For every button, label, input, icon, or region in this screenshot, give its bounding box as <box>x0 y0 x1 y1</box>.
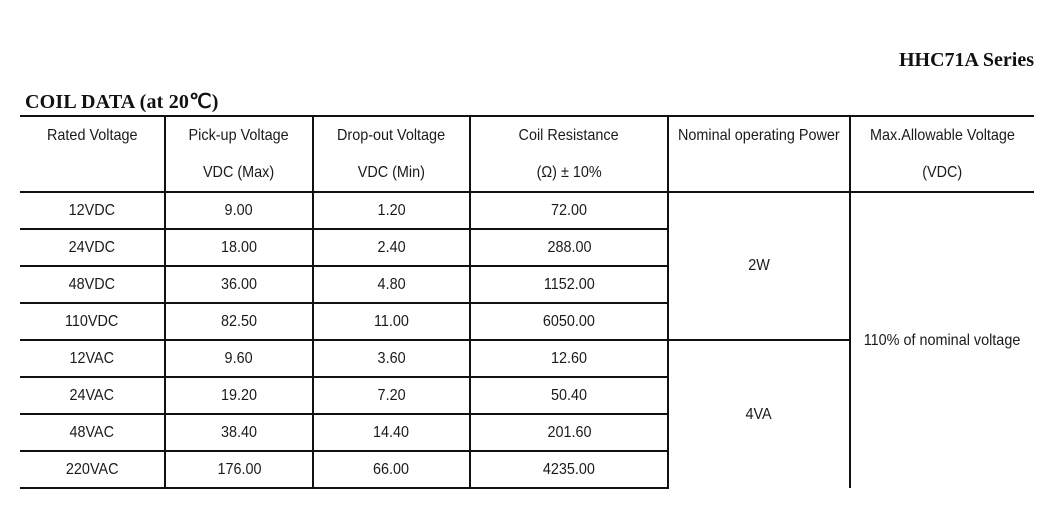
coil-resistance-cell: 50.40 <box>469 376 668 414</box>
pickup-voltage-cell: 176.00 <box>164 450 313 489</box>
pickup-voltage-cell: 9.00 <box>164 191 313 229</box>
coil-resistance-cell: 4235.00 <box>469 450 668 489</box>
table-row: 24VDC 18.00 2.40 288.00 <box>20 228 1034 266</box>
table-row: 220VAC 176.00 66.00 4235.00 <box>20 450 1034 489</box>
dropout-voltage-cell: 4.80 <box>312 265 470 303</box>
table-row: 48VDC 36.00 4.80 1152.00 <box>20 265 1034 303</box>
dropout-voltage-cell: 1.20 <box>312 191 470 229</box>
rated-voltage-cell: 48VDC <box>20 265 165 303</box>
header-dropout-voltage: Drop-out Voltage VDC (Min) <box>312 115 470 192</box>
pickup-voltage-cell: 9.60 <box>164 339 313 377</box>
rated-voltage-cell: 24VDC <box>20 228 165 266</box>
pickup-voltage-cell: 82.50 <box>164 302 313 340</box>
nominal-power-dc-cell: 2W <box>667 191 850 340</box>
header-rated-voltage: Rated Voltage <box>20 115 165 192</box>
rated-voltage-cell: 110VDC <box>20 302 165 340</box>
rated-voltage-cell: 220VAC <box>20 450 165 489</box>
dropout-voltage-cell: 2.40 <box>312 228 470 266</box>
rated-voltage-cell: 12VDC <box>20 191 165 229</box>
dropout-voltage-cell: 14.40 <box>312 413 470 451</box>
dropout-voltage-cell: 7.20 <box>312 376 470 414</box>
header-nominal-power: Nominal operating Power <box>667 115 850 192</box>
coil-data-table: Rated Voltage Pick-up Voltage VDC (Max) D… <box>20 115 1034 489</box>
pickup-voltage-cell: 18.00 <box>164 228 313 266</box>
coil-resistance-cell: 201.60 <box>469 413 668 451</box>
coil-resistance-cell: 288.00 <box>469 228 668 266</box>
table-row: 24VAC 19.20 7.20 50.40 <box>20 376 1034 414</box>
coil-resistance-cell: 6050.00 <box>469 302 668 340</box>
series-title: HHC71A Series <box>899 49 1034 71</box>
pickup-voltage-cell: 38.40 <box>164 413 313 451</box>
table-row: 12VAC 9.60 3.60 12.60 4VA <box>20 339 1034 488</box>
section-title: COIL DATA (at 20℃) <box>25 91 219 113</box>
dropout-voltage-cell: 3.60 <box>312 339 470 377</box>
table-row: 12VDC 9.00 1.20 72.00 2W 110% of nominal… <box>20 191 1034 488</box>
nominal-power-ac-cell: 4VA <box>667 339 850 488</box>
table-row: 48VAC 38.40 14.40 201.60 <box>20 413 1034 451</box>
header-pickup-voltage: Pick-up Voltage VDC (Max) <box>164 115 313 192</box>
dropout-voltage-cell: 66.00 <box>312 450 470 489</box>
coil-resistance-cell: 12.60 <box>469 339 668 377</box>
header-coil-resistance: Coil Resistance (Ω) ± 10% <box>469 115 668 192</box>
rated-voltage-cell: 48VAC <box>20 413 165 451</box>
rated-voltage-cell: 24VAC <box>20 376 165 414</box>
table-row: 110VDC 82.50 11.00 6050.00 <box>20 302 1034 340</box>
header-max-allowable-voltage: Max.Allowable Voltage (VDC) <box>848 115 1034 192</box>
dropout-voltage-cell: 11.00 <box>312 302 470 340</box>
coil-resistance-cell: 1152.00 <box>469 265 668 303</box>
coil-resistance-cell: 72.00 <box>469 191 668 229</box>
pickup-voltage-cell: 19.20 <box>164 376 313 414</box>
rated-voltage-cell: 12VAC <box>20 339 165 377</box>
max-allowable-voltage-cell: 110% of nominal voltage <box>848 191 1034 488</box>
header-row: Rated Voltage Pick-up Voltage VDC (Max) D… <box>20 115 1034 192</box>
pickup-voltage-cell: 36.00 <box>164 265 313 303</box>
